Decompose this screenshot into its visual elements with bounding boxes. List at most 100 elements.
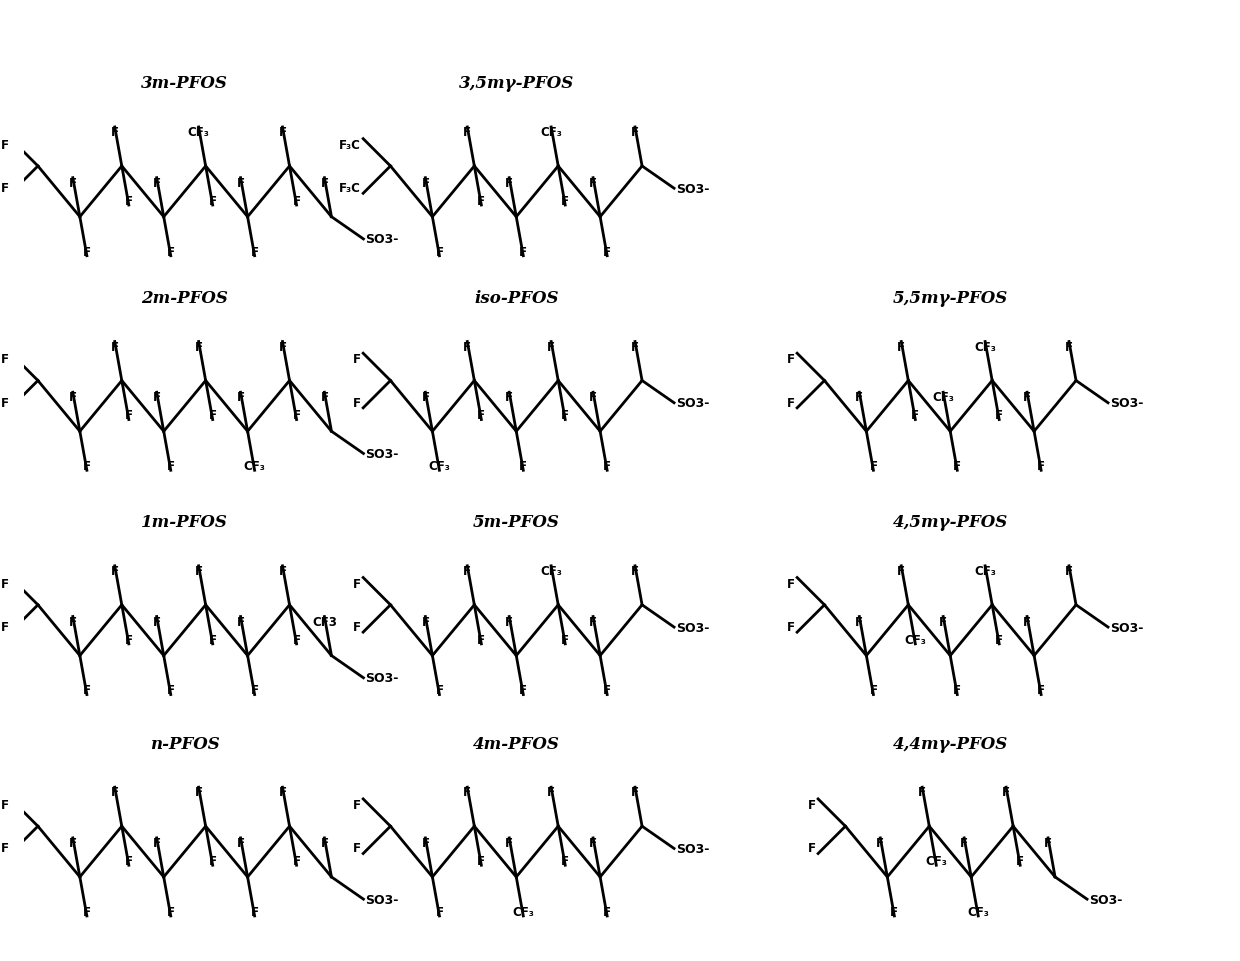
- Text: F: F: [125, 195, 133, 208]
- Text: F: F: [562, 409, 569, 422]
- Text: F: F: [1065, 340, 1073, 354]
- Text: SO3-: SO3-: [366, 234, 399, 246]
- Text: F: F: [237, 177, 244, 189]
- Text: F: F: [787, 353, 795, 366]
- Text: F: F: [562, 195, 569, 208]
- Text: 4m-PFOS: 4m-PFOS: [472, 735, 559, 752]
- Text: F: F: [856, 391, 863, 404]
- Text: F: F: [1, 138, 9, 152]
- Text: F: F: [1, 396, 9, 409]
- Text: F: F: [477, 854, 485, 867]
- Text: F: F: [320, 391, 329, 404]
- Text: 3m-PFOS: 3m-PFOS: [141, 75, 228, 92]
- Text: CF₃: CF₃: [244, 459, 265, 473]
- Text: F: F: [603, 684, 611, 697]
- Text: F: F: [435, 684, 444, 697]
- Text: F: F: [520, 684, 527, 697]
- Text: F: F: [353, 842, 361, 854]
- Text: F: F: [153, 836, 161, 850]
- Text: F: F: [353, 577, 361, 590]
- Text: F: F: [477, 195, 485, 208]
- Text: F: F: [195, 340, 202, 354]
- Text: CF₃: CF₃: [541, 126, 562, 139]
- Text: F: F: [293, 854, 300, 867]
- Text: 4,5mγ-PFOS: 4,5mγ-PFOS: [893, 513, 1008, 530]
- Text: F: F: [250, 905, 259, 918]
- Text: F: F: [110, 126, 119, 139]
- Text: F: F: [808, 798, 816, 811]
- Text: 2m-PFOS: 2m-PFOS: [141, 289, 228, 307]
- Text: F: F: [208, 409, 217, 422]
- Text: SO3-: SO3-: [1089, 893, 1122, 905]
- Text: F: F: [939, 615, 947, 628]
- Text: F: F: [250, 245, 259, 259]
- Text: iso-PFOS: iso-PFOS: [474, 289, 558, 307]
- Text: F: F: [787, 577, 795, 590]
- Text: F: F: [787, 396, 795, 409]
- Text: F: F: [1023, 615, 1032, 628]
- Text: F: F: [110, 785, 119, 799]
- Text: F: F: [125, 409, 133, 422]
- Text: F: F: [589, 615, 598, 628]
- Text: F: F: [505, 836, 513, 850]
- Text: 1m-PFOS: 1m-PFOS: [141, 513, 228, 530]
- Text: F: F: [166, 684, 175, 697]
- Text: F: F: [919, 785, 926, 799]
- Text: F₃C: F₃C: [340, 138, 361, 152]
- Text: F: F: [869, 459, 878, 473]
- Text: F: F: [422, 615, 429, 628]
- Text: F: F: [422, 177, 429, 189]
- Text: F: F: [83, 684, 91, 697]
- Text: CF₃: CF₃: [967, 905, 990, 918]
- Text: F: F: [603, 905, 611, 918]
- Text: F: F: [435, 245, 444, 259]
- Text: F: F: [547, 340, 556, 354]
- Text: SO3-: SO3-: [366, 893, 399, 905]
- Text: F: F: [464, 785, 471, 799]
- Text: F: F: [293, 409, 300, 422]
- Text: F: F: [250, 684, 259, 697]
- Text: F: F: [166, 905, 175, 918]
- Text: F: F: [125, 854, 133, 867]
- Text: F: F: [208, 195, 217, 208]
- Text: F: F: [153, 391, 161, 404]
- Text: F: F: [631, 785, 639, 799]
- Text: SO3-: SO3-: [676, 621, 709, 634]
- Text: F: F: [153, 615, 161, 628]
- Text: F: F: [279, 340, 286, 354]
- Text: F: F: [856, 615, 863, 628]
- Text: F: F: [69, 836, 77, 850]
- Text: F: F: [954, 459, 961, 473]
- Text: F: F: [869, 684, 878, 697]
- Text: F: F: [1, 621, 9, 633]
- Text: F₃C: F₃C: [340, 182, 361, 195]
- Text: F: F: [125, 633, 133, 646]
- Text: 5m-PFOS: 5m-PFOS: [472, 513, 559, 530]
- Text: F: F: [505, 177, 513, 189]
- Text: F: F: [787, 621, 795, 633]
- Text: F: F: [464, 126, 471, 139]
- Text: F: F: [153, 177, 161, 189]
- Text: F: F: [954, 684, 961, 697]
- Text: F: F: [911, 409, 919, 422]
- Text: F: F: [293, 633, 300, 646]
- Text: CF₃: CF₃: [429, 459, 450, 473]
- Text: F: F: [996, 409, 1003, 422]
- Text: F: F: [1, 182, 9, 195]
- Text: F: F: [1, 577, 9, 590]
- Text: F: F: [237, 615, 244, 628]
- Text: F: F: [589, 177, 598, 189]
- Text: F: F: [279, 126, 286, 139]
- Text: CF₃: CF₃: [541, 564, 562, 578]
- Text: F: F: [353, 798, 361, 811]
- Text: F: F: [631, 564, 639, 578]
- Text: F: F: [208, 633, 217, 646]
- Text: F: F: [320, 177, 329, 189]
- Text: 3,5mγ-PFOS: 3,5mγ-PFOS: [459, 75, 574, 92]
- Text: F: F: [83, 245, 91, 259]
- Text: F: F: [110, 564, 119, 578]
- Text: F: F: [877, 836, 884, 850]
- Text: n-PFOS: n-PFOS: [150, 735, 219, 752]
- Text: F: F: [320, 836, 329, 850]
- Text: F: F: [237, 836, 244, 850]
